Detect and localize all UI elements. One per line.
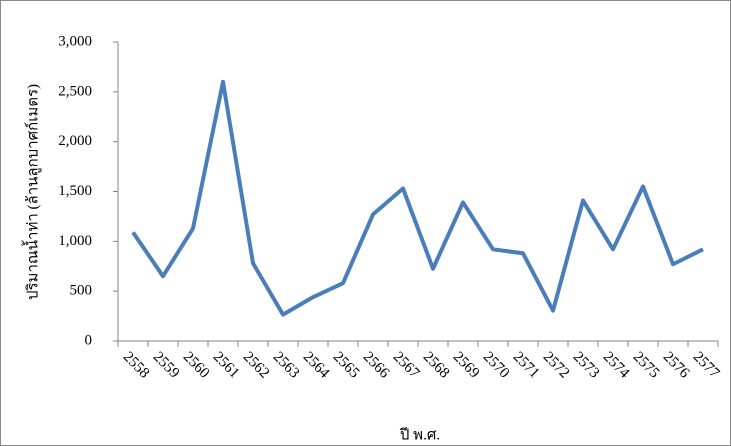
x-tick-label: 2569: [450, 349, 483, 382]
y-tick-label: 1,500: [58, 183, 92, 199]
y-tick-label: 2,500: [58, 83, 92, 99]
x-tick-label: 2563: [270, 349, 303, 382]
x-tick-label: 2562: [240, 349, 273, 382]
x-tick-label: 2571: [510, 349, 543, 382]
x-tick-label: 2565: [330, 349, 363, 382]
x-tick-label: 2567: [390, 349, 423, 382]
x-tick-label: 2568: [420, 349, 453, 382]
y-tick-label: 500: [70, 283, 93, 299]
x-tick-label: 2572: [540, 349, 573, 382]
x-tick-label: 2558: [120, 349, 153, 382]
x-tick-label: 2570: [480, 349, 513, 382]
data-line: [133, 82, 703, 315]
x-tick-label: 2577: [690, 349, 723, 382]
x-tick-label: 2560: [180, 349, 213, 382]
x-tick-label: 2575: [630, 349, 663, 382]
x-tick-label: 2564: [300, 349, 333, 382]
y-tick-label: 3,000: [58, 33, 92, 49]
x-axis-title: ปี พ.ศ.: [399, 426, 440, 443]
chart: ปี พ.ศ. ปริมาณน้ำท่า (ล้านลูกบาศก์เมตร) …: [0, 0, 731, 446]
x-tick-label: 2576: [660, 349, 693, 382]
x-tick-label: 2561: [210, 349, 243, 382]
y-axis-title: ปริมาณน้ำท่า (ล้านลูกบาศก์เมตร): [21, 84, 41, 300]
y-tick-label: 1,000: [58, 233, 92, 249]
y-tick-label: 2,000: [58, 133, 92, 149]
x-tick-label: 2559: [150, 349, 183, 382]
x-tick-label: 2573: [570, 349, 603, 382]
x-tick-label: 2574: [600, 349, 633, 382]
y-tick-label: 0: [85, 332, 93, 348]
x-tick-label: 2566: [360, 349, 393, 382]
